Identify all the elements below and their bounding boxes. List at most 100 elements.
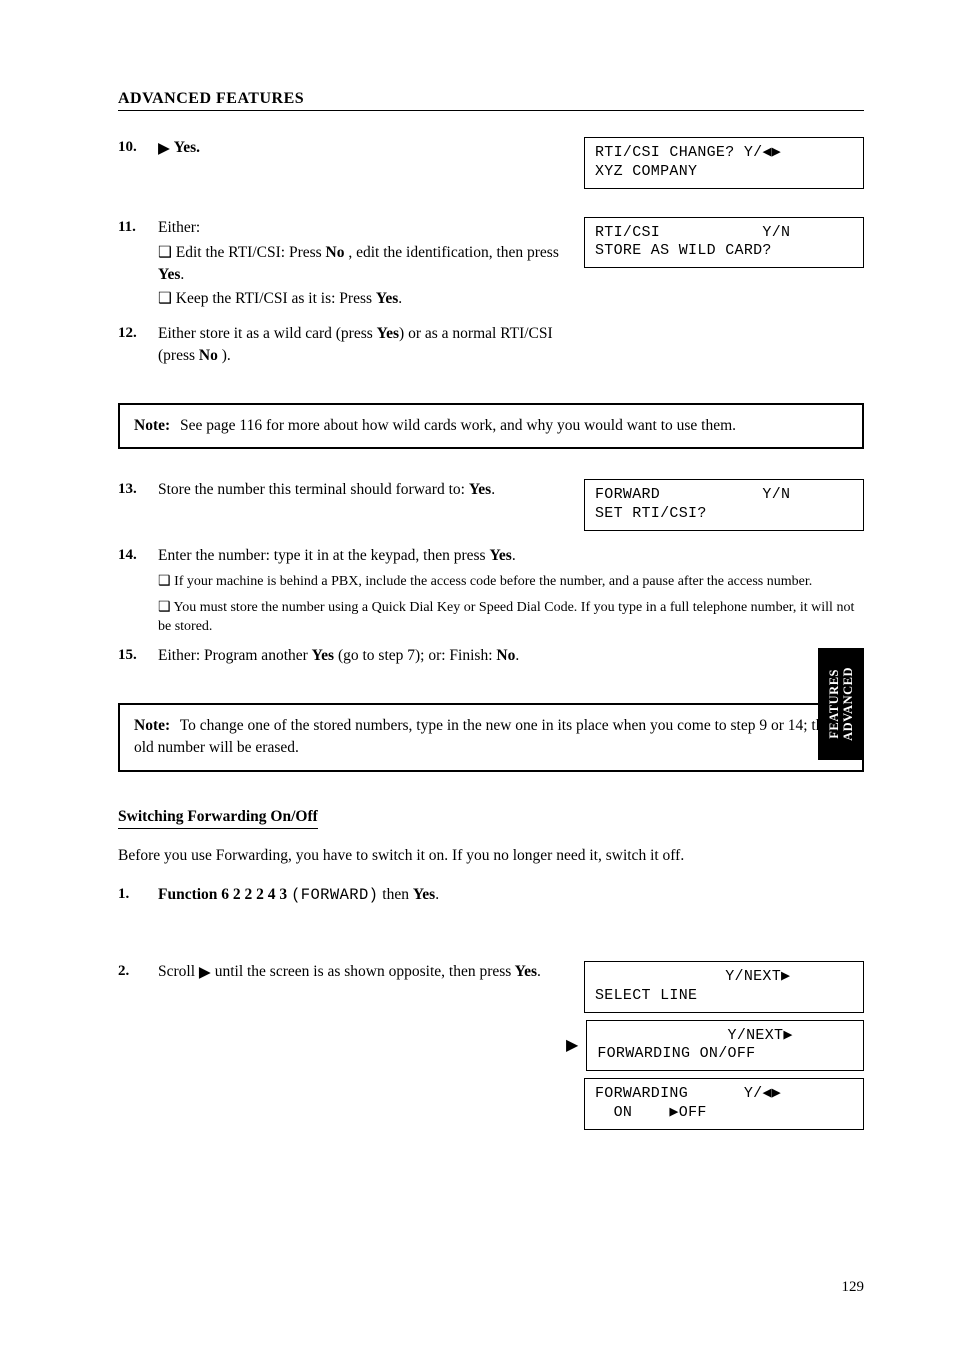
lcd1-l2: XYZ COMPANY [595,163,697,180]
s11o1b: , edit the identification, then press [345,244,559,261]
section-intro: Before you use Forwarding, you have to s… [118,845,864,867]
step-11-opt2: ❑ Keep the RTI/CSI as it is: Press Yes. [158,288,562,310]
bullet-icon-2: ❑ [158,290,172,307]
step-15-body: Either: Program another Yes (go to step … [158,645,864,667]
switch-step-2-left: 2. Scroll ▶ until the screen is as shown… [118,961,562,990]
step-12-num: 12. [118,323,146,344]
lcd-screen-4: Y/NEXT▶ SELECT LINE [584,961,864,1013]
step-12: 12. Either store it as a wild card (pres… [118,323,562,366]
side-tab: FEATURES ADVANCED [818,648,864,760]
step-12-left: 12. Either store it as a wild card (pres… [118,323,562,372]
switch-step-2-right: Y/NEXT▶ SELECT LINE ▶ Y/NEXT▶ FORWARDING… [584,961,864,1130]
switch-step-1: 1. Function 6 2 2 2 4 3 (FORWARD) then Y… [118,884,864,907]
switch-step-1-row: 1. Function 6 2 2 2 4 3 (FORWARD) then Y… [118,884,864,913]
s12-no: No [199,347,218,364]
step-11-num: 11. [118,217,146,238]
s14b: . [512,547,516,564]
lcd5-l2: FORWARDING ON/OFF [597,1045,755,1062]
note1-body: See page 116 for more about how wild car… [180,417,736,434]
lcd-screen-3: FORWARD Y/N SET RTI/CSI? [584,479,864,531]
s11o1-no: No [326,244,345,261]
lcd6-arrows: ◀▶ [762,1085,781,1102]
lcd6-l1a: FORWARDING Y/ [595,1085,762,1102]
sw2-num: 2. [118,961,146,982]
sw1-mono: (FORWARD) [291,886,378,904]
switch-step-1-left: 1. Function 6 2 2 2 4 3 (FORWARD) then Y… [118,884,864,913]
s12c: ). [218,347,231,364]
step-13-body: Store the number this terminal should fo… [158,479,562,501]
step-10-num: 10. [118,137,146,158]
page: ADVANCED FEATURES 10. ▶ Yes. RTI/CSI CHA… [0,0,954,1351]
note2-label: Note: [134,717,170,734]
step-12-row: 12. Either store it as a wild card (pres… [118,323,864,372]
lcd1-arrows: ◀▶ [762,144,781,161]
sw1-tail2: . [435,886,439,903]
s15a: Either: Program another [158,647,312,664]
lcd5-wrap: ▶ Y/NEXT▶ FORWARDING ON/OFF [584,1020,864,1072]
s11o2a: Keep the RTI/CSI as it is: Press [176,290,376,307]
page-heading: ADVANCED FEATURES [118,90,304,107]
sw1-tail: then [378,886,412,903]
bullet-icon-3: ❑ [158,574,171,589]
step-10-left: 10. ▶ Yes. [118,137,562,166]
lcd5-arrow: ▶ [783,1027,792,1044]
bullet-icon: ❑ [158,244,172,261]
step-14-left: 14. Enter the number: type it in at the … [118,545,864,643]
s14sub1: If your machine is behind a PBX, include… [174,574,812,589]
note2-body: To change one of the stored numbers, typ… [134,717,830,756]
s13a: Store the number this terminal should fo… [158,481,469,498]
s14a: Enter the number: type it in at the keyp… [158,547,489,564]
sw2c: . [537,963,541,980]
switch-step-2: 2. Scroll ▶ until the screen is as shown… [118,961,562,984]
step-14-num: 14. [118,545,146,566]
lcd5-l1a: Y/NEXT [597,1027,783,1044]
section-title: Switching Forwarding On/Off [118,808,318,829]
step-10-right: RTI/CSI CHANGE? Y/◀▶ XYZ COMPANY [584,137,864,189]
note1-label: Note: [134,417,170,434]
lcd4-arrow: ▶ [781,968,790,985]
s11o1-yes: Yes [158,266,180,283]
step-11-opt1: ❑ Edit the RTI/CSI: Press No , edit the … [158,242,562,285]
s15-no: No [496,647,515,664]
triangle-right-icon: ▶ [158,138,170,160]
lcd-screen-5: Y/NEXT▶ FORWARDING ON/OFF [586,1020,864,1072]
s14-yes: Yes [489,547,511,564]
step-15: 15. Either: Program another Yes (go to s… [118,645,864,667]
heading-row: ADVANCED FEATURES [118,90,864,111]
triangle-right-icon-2: ▶ [199,962,211,984]
sw2a: Scroll [158,963,195,980]
step-13-left: 13. Store the number this terminal shoul… [118,479,562,507]
step-13-row: 13. Store the number this terminal shoul… [118,479,864,531]
step-14-row: 14. Enter the number: type it in at the … [118,545,864,643]
lcd4-l2: SELECT LINE [595,987,697,1004]
step-15-row: 15. Either: Program another Yes (go to s… [118,645,864,673]
step-10-yes: Yes. [174,139,200,156]
sw1-kbd2: Yes [413,886,435,903]
lcd6-l2-arrow: ▶ [669,1104,678,1121]
step-14-sub2: ❑ You must store the number using a Quic… [158,598,864,637]
step-14-body: Enter the number: type it in at the keyp… [158,545,864,567]
s12-yes: Yes [377,325,399,342]
step-15-left: 15. Either: Program another Yes (go to s… [118,645,864,673]
lcd3-l1: FORWARD Y/N [595,486,790,503]
s11o2-yes: Yes [376,290,398,307]
lcd2-l2: STORE AS WILD CARD? [595,242,772,259]
step-13-num: 13. [118,479,146,500]
lcd-screen-6: FORWARDING Y/◀▶ ON ▶OFF [584,1078,864,1130]
s13-yes: Yes [469,481,491,498]
note-box-1: Note: See page 116 for more about how wi… [118,403,864,449]
step-11: 11. Either: ❑ Edit the RTI/CSI: Press No… [118,217,562,312]
triangle-right-icon-3: ▶ [566,1035,578,1055]
switch-step-2-row: 2. Scroll ▶ until the screen is as shown… [118,961,864,1130]
step-10-row: 10. ▶ Yes. RTI/CSI CHANGE? Y/◀▶ XYZ COMP… [118,137,864,189]
step-11-body: Either: ❑ Edit the RTI/CSI: Press No , e… [158,217,562,312]
sw1-body: Function 6 2 2 2 4 3 (FORWARD) then Yes. [158,884,864,907]
page-number: 129 [842,1279,865,1296]
s15b: (go to step 7); or: Finish: [334,647,496,664]
step-11-row: 11. Either: ❑ Edit the RTI/CSI: Press No… [118,217,864,318]
sw1-num: 1. [118,884,146,905]
note-box-2: Note: To change one of the stored number… [118,703,864,772]
step-11-right: RTI/CSI Y/N STORE AS WILD CARD? [584,217,864,269]
sw2-body: Scroll ▶ until the screen is as shown op… [158,961,562,984]
step-10: 10. ▶ Yes. [118,137,562,160]
